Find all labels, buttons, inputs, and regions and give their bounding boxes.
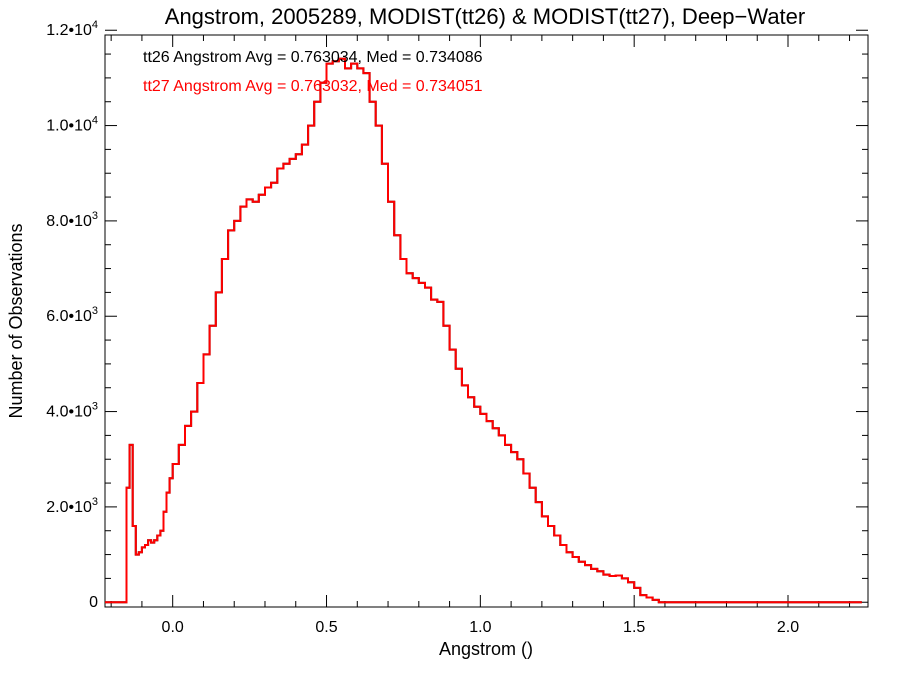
x-tick-labels: 0.0 0.5 1.0 1.5 2.0 [162,619,800,636]
y-axis-label: Number of Observations [6,223,26,418]
x-tick-label: 1.0 [469,619,491,636]
x-tick-label: 1.5 [623,619,645,636]
y-tick-label: 6.0•103 [46,305,98,325]
x-tick-label: 2.0 [777,619,799,636]
y-tick-label: 8.0•103 [46,210,98,230]
y-tick-labels: 0 2.0•103 4.0•103 6.0•103 8.0•103 1.0•104 1.2•… [46,19,98,611]
y-tick-label: 4.0•103 [46,401,98,421]
series-tt27-line [105,57,862,604]
y-tick-label: 1.2•104 [46,19,98,39]
x-axis-label: Angstrom () [439,639,533,659]
y-tick-label: 0 [89,594,98,611]
x-tick-label: 0.0 [162,619,184,636]
y-tick-label: 1.0•104 [46,115,98,135]
annotation-tt26: tt26 Angstrom Avg = 0.763034, Med = 0.73… [143,49,483,66]
plot-frame [104,34,869,608]
series-tt26-line [105,57,862,604]
series-group [105,57,862,604]
x-tick-label: 0.5 [315,619,337,636]
chart-title: Angstrom, 2005289, MODIST(tt26) & MODIST… [165,4,805,29]
annotation-tt27: tt27 Angstrom Avg = 0.763032, Med = 0.73… [143,78,483,95]
y-tick-label: 2.0•103 [46,496,98,516]
axis-ticks [105,29,868,607]
